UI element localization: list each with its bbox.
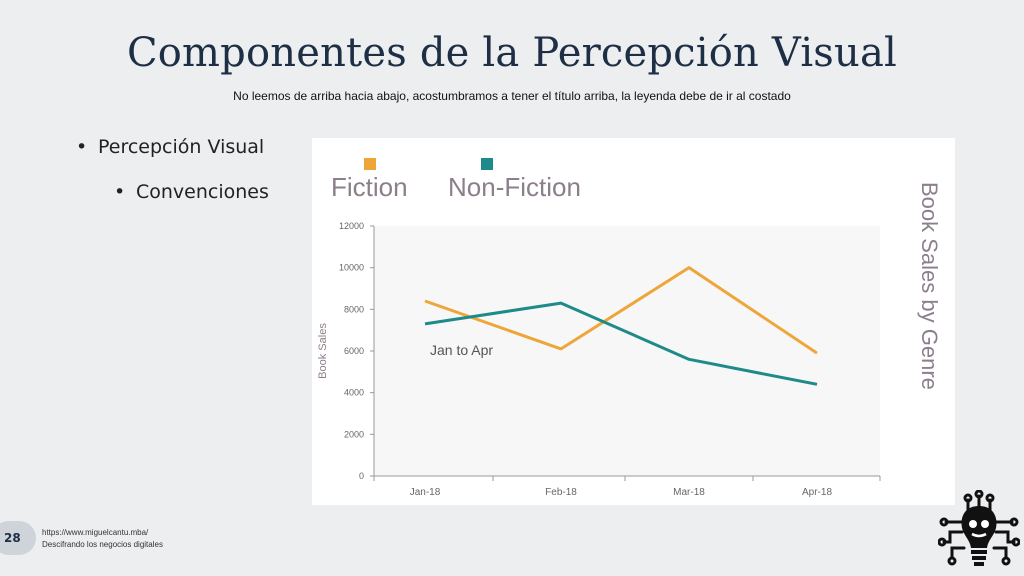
slide-title: Componentes de la Percepción Visual	[126, 30, 898, 76]
y-tick-label: 10000	[339, 263, 364, 273]
x-tick-label: Jan-18	[410, 487, 441, 498]
x-tick-label: Feb-18	[545, 487, 577, 498]
bullet-dot-icon: •	[76, 136, 88, 158]
series-line-fiction	[424, 266, 818, 355]
y-tick-label: 4000	[344, 388, 364, 398]
legend-swatch-fiction	[364, 158, 376, 170]
legend-label-fiction: Fiction	[331, 172, 408, 202]
series-line-non-fiction	[424, 301, 818, 386]
chart-image: 0 2000 4000 6000 8000 10000 12000 Jan-18 Feb-18 M…	[312, 138, 955, 505]
chart-title: Book Sales by Genre	[917, 182, 942, 390]
y-tick-label: 8000	[344, 304, 364, 314]
slide-subtitle: No leemos de arriba hacia abajo, acostum…	[233, 89, 791, 103]
y-tick-label: 6000	[344, 346, 364, 356]
x-tick-label: Mar-18	[673, 487, 705, 498]
y-tick-label: 12000	[339, 221, 364, 231]
page-number: 28	[4, 531, 21, 545]
plot-area	[374, 226, 880, 476]
chart-annotation: Jan to Apr	[430, 342, 493, 358]
line-chart: 0 2000 4000 6000 8000 10000 12000 Jan-18 Feb-18 M…	[317, 158, 942, 498]
y-axis-label: Book Sales	[317, 323, 329, 379]
page-number-badge	[0, 521, 36, 555]
footer-url[interactable]: https://www.miguelcantu.mba/	[42, 528, 149, 537]
bullet-label: Convenciones	[136, 181, 269, 203]
footer-tagline: Descifrando los negocios digitales	[42, 540, 163, 549]
bullet-item: • Percepción Visual	[76, 136, 264, 158]
bullet-dot-icon: •	[114, 181, 126, 203]
legend-swatch-non-fiction	[481, 158, 493, 170]
bullet-item: • Convenciones	[114, 181, 269, 203]
x-tick-label: Apr-18	[802, 487, 832, 498]
legend-label-non-fiction: Non-Fiction	[448, 172, 581, 202]
y-tick-label: 0	[359, 471, 364, 481]
brain-lightbulb-logo-icon	[938, 490, 1020, 566]
y-tick-label: 2000	[344, 429, 364, 439]
bullet-label: Percepción Visual	[98, 136, 265, 158]
